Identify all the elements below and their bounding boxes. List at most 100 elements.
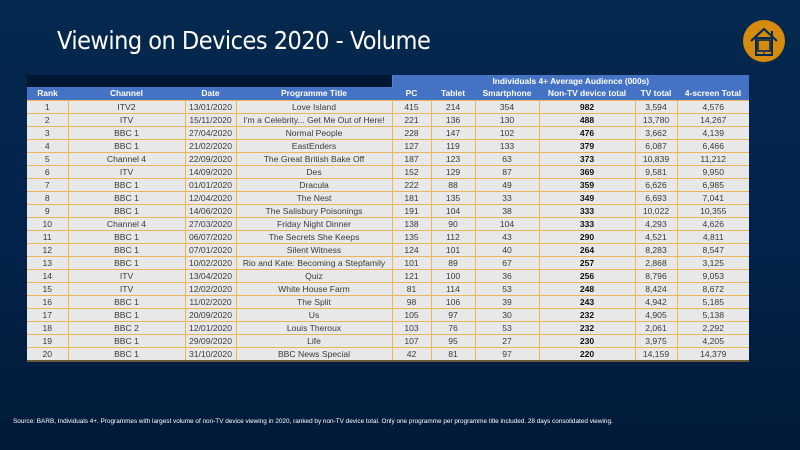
cell-tablet: 101: [430, 243, 476, 257]
cell-pc: 98: [391, 295, 432, 309]
cell-channel: BBC 1: [67, 126, 186, 140]
cell-smartphone: 27: [474, 334, 540, 348]
cell-date: 01/01/2020: [184, 178, 237, 192]
cell-pc: 135: [391, 230, 432, 244]
cell-channel: BBC 1: [67, 191, 186, 205]
cell-4-screen-total: 6,985: [676, 178, 749, 192]
cell-channel: BBC 1: [67, 139, 186, 153]
cell-tablet: 95: [430, 334, 476, 348]
cell-programme-title: Dracula: [235, 178, 393, 192]
cell-smartphone: 39: [474, 295, 540, 309]
cell-date: 27/04/2020: [184, 126, 237, 140]
cell-tv-total: 4,942: [634, 295, 678, 309]
cell-channel: BBC 1: [67, 347, 186, 362]
cell-rank: 3: [27, 126, 69, 140]
table-row: 11 BBC 1 06/07/2020 The Secrets She Keeps 13…: [27, 230, 749, 244]
column-header-rank: Rank: [27, 87, 68, 101]
cell-pc: 105: [391, 308, 432, 322]
cell-non-tv-device-total: 333: [538, 204, 636, 218]
cell-programme-title: EastEnders: [235, 139, 393, 153]
cell-pc: 101: [391, 256, 432, 270]
cell-smartphone: 87: [474, 165, 540, 179]
cell-smartphone: 102: [474, 126, 540, 140]
table-row: 18 BBC 2 12/01/2020 Louis Theroux 103 76 53 232…: [27, 321, 749, 335]
cell-programme-title: Des: [235, 165, 393, 179]
table-row: 1 ITV2 13/01/2020 Love Island 415 214 354 982 3,…: [27, 100, 749, 114]
column-header-programme-title: Programme Title: [236, 87, 392, 101]
column-header-non-tv-device-total: Non-TV device total: [539, 87, 635, 101]
cell-tv-total: 14,159: [634, 347, 678, 362]
cell-non-tv-device-total: 476: [538, 126, 636, 140]
cell-programme-title: Rio and Kate: Becoming a Stepfamily: [235, 256, 393, 270]
cell-non-tv-device-total: 982: [538, 100, 636, 114]
cell-date: 13/04/2020: [184, 269, 237, 283]
cell-pc: 138: [391, 217, 432, 231]
cell-programme-title: Love Island: [235, 100, 393, 114]
cell-rank: 11: [27, 230, 69, 244]
cell-non-tv-device-total: 256: [538, 269, 636, 283]
column-header-date: Date: [185, 87, 236, 101]
cell-programme-title: The Salisbury Poisonings: [235, 204, 393, 218]
cell-smartphone: 43: [474, 230, 540, 244]
cell-rank: 4: [27, 139, 69, 153]
cell-tablet: 90: [430, 217, 476, 231]
group-header: Individuals 4+ Average Audience (000s): [391, 75, 749, 87]
cell-pc: 187: [391, 152, 432, 166]
cell-date: 15/11/2020: [184, 113, 237, 127]
table-row: 8 BBC 1 12/04/2020 The Nest 181 135 33 349 6,693…: [27, 191, 749, 205]
cell-tablet: 135: [430, 191, 476, 205]
cell-non-tv-device-total: 373: [538, 152, 636, 166]
cell-rank: 2: [27, 113, 69, 127]
cell-channel: BBC 2: [67, 321, 186, 335]
cell-tv-total: 9,581: [634, 165, 678, 179]
cell-pc: 42: [391, 347, 432, 362]
cell-tv-total: 6,626: [634, 178, 678, 192]
cell-tv-total: 4,521: [634, 230, 678, 244]
cell-channel: BBC 1: [67, 243, 186, 257]
table-row: 16 BBC 1 11/02/2020 The Split 98 106 39 243 4,94…: [27, 295, 749, 309]
cell-rank: 5: [27, 152, 69, 166]
blank-header: [27, 75, 392, 87]
cell-channel: ITV: [67, 113, 186, 127]
table-row: 20 BBC 1 31/10/2020 BBC News Special 42 81 97 2…: [27, 347, 749, 362]
cell-tv-total: 3,662: [634, 126, 678, 140]
cell-4-screen-total: 4,576: [676, 100, 749, 114]
cell-channel: BBC 1: [67, 204, 186, 218]
cell-tv-total: 10,839: [634, 152, 678, 166]
cell-smartphone: 40: [474, 243, 540, 257]
cell-rank: 9: [27, 204, 69, 218]
cell-non-tv-device-total: 264: [538, 243, 636, 257]
cell-date: 06/07/2020: [184, 230, 237, 244]
cell-tv-total: 13,780: [634, 113, 678, 127]
cell-date: 22/09/2020: [184, 152, 237, 166]
cell-tablet: 88: [430, 178, 476, 192]
cell-tv-total: 8,283: [634, 243, 678, 257]
cell-pc: 415: [391, 100, 432, 114]
column-header-pc: PC: [392, 87, 431, 101]
viewing-table: Individuals 4+ Average Audience (000s) R…: [27, 75, 749, 362]
cell-date: 07/01/2020: [184, 243, 237, 257]
cell-tv-total: 4,293: [634, 217, 678, 231]
cell-4-screen-total: 4,139: [676, 126, 749, 140]
cell-4-screen-total: 10,355: [676, 204, 749, 218]
cell-channel: ITV: [67, 282, 186, 296]
cell-non-tv-device-total: 369: [538, 165, 636, 179]
cell-tv-total: 6,087: [634, 139, 678, 153]
cell-pc: 152: [391, 165, 432, 179]
cell-tablet: 136: [430, 113, 476, 127]
cell-date: 10/02/2020: [184, 256, 237, 270]
cell-non-tv-device-total: 359: [538, 178, 636, 192]
cell-non-tv-device-total: 243: [538, 295, 636, 309]
cell-smartphone: 38: [474, 204, 540, 218]
cell-pc: 81: [391, 282, 432, 296]
column-header-tv-total: TV total: [635, 87, 677, 101]
cell-pc: 221: [391, 113, 432, 127]
cell-rank: 6: [27, 165, 69, 179]
cell-4-screen-total: 9,053: [676, 269, 749, 283]
cell-programme-title: Us: [235, 308, 393, 322]
cell-rank: 10: [27, 217, 69, 231]
cell-tv-total: 6,693: [634, 191, 678, 205]
cell-smartphone: 63: [474, 152, 540, 166]
cell-rank: 1: [27, 100, 69, 114]
cell-pc: 121: [391, 269, 432, 283]
